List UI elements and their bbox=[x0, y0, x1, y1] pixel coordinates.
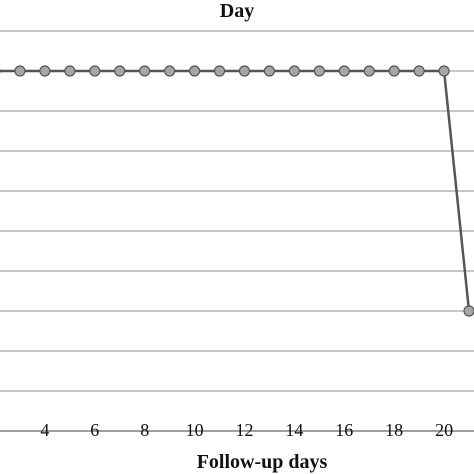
x-tick-label: 8 bbox=[140, 420, 149, 440]
data-point bbox=[64, 65, 76, 77]
x-tick-label: 20 bbox=[435, 420, 453, 440]
data-point bbox=[164, 65, 176, 77]
x-tick-label: 18 bbox=[385, 420, 403, 440]
data-point bbox=[213, 65, 226, 77]
x-axis-ticks: 4 6 8 10 12 14 16 18 20 bbox=[40, 420, 453, 440]
grid bbox=[0, 30, 474, 432]
x-tick-label: 4 bbox=[40, 420, 49, 440]
data-point bbox=[338, 65, 350, 77]
series bbox=[0, 65, 474, 317]
data-point bbox=[288, 65, 300, 77]
x-tick-label: 14 bbox=[285, 420, 303, 440]
data-point bbox=[363, 65, 375, 77]
data-point bbox=[388, 65, 400, 77]
data-point bbox=[238, 65, 251, 77]
data-point bbox=[89, 65, 101, 77]
x-tick-label: 10 bbox=[186, 420, 204, 440]
data-point bbox=[438, 65, 450, 77]
x-axis-label: Follow-up days bbox=[197, 451, 328, 473]
data-point bbox=[39, 65, 51, 77]
x-tick-label: 16 bbox=[335, 420, 353, 440]
data-point bbox=[413, 65, 425, 77]
data-point bbox=[14, 65, 26, 77]
data-point bbox=[313, 65, 325, 77]
data-point bbox=[139, 65, 151, 77]
data-point bbox=[188, 65, 201, 77]
data-point bbox=[114, 65, 126, 77]
data-point bbox=[463, 305, 474, 317]
chart-title: Day bbox=[220, 0, 254, 22]
data-point bbox=[263, 65, 276, 77]
x-tick-label: 12 bbox=[235, 420, 253, 440]
x-tick-label: 6 bbox=[90, 420, 99, 440]
